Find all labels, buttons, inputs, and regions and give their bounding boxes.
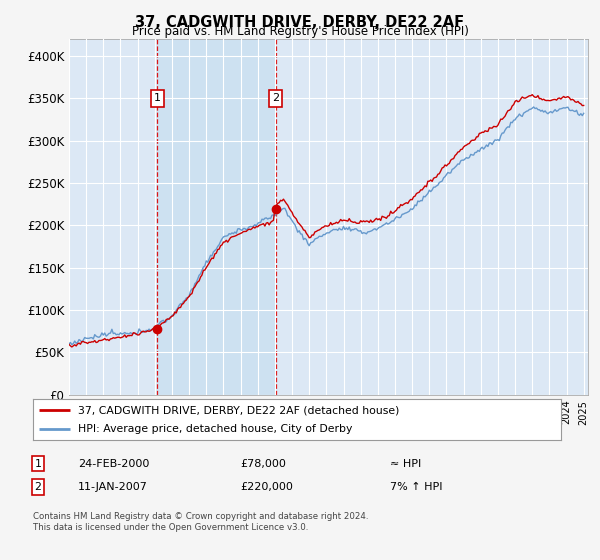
Text: 7% ↑ HPI: 7% ↑ HPI xyxy=(390,482,443,492)
Text: ≈ HPI: ≈ HPI xyxy=(390,459,421,469)
Text: 24-FEB-2000: 24-FEB-2000 xyxy=(78,459,149,469)
Text: HPI: Average price, detached house, City of Derby: HPI: Average price, detached house, City… xyxy=(78,424,352,433)
Text: £78,000: £78,000 xyxy=(240,459,286,469)
Text: Price paid vs. HM Land Registry's House Price Index (HPI): Price paid vs. HM Land Registry's House … xyxy=(131,25,469,38)
Text: 37, CADGWITH DRIVE, DERBY, DE22 2AF: 37, CADGWITH DRIVE, DERBY, DE22 2AF xyxy=(136,15,464,30)
Text: £220,000: £220,000 xyxy=(240,482,293,492)
Text: 1: 1 xyxy=(34,459,41,469)
Text: 2: 2 xyxy=(272,94,279,104)
Text: 37, CADGWITH DRIVE, DERBY, DE22 2AF (detached house): 37, CADGWITH DRIVE, DERBY, DE22 2AF (det… xyxy=(78,405,399,415)
Bar xyxy=(157,39,275,395)
Text: Contains HM Land Registry data © Crown copyright and database right 2024.
This d: Contains HM Land Registry data © Crown c… xyxy=(33,512,368,532)
Text: 1: 1 xyxy=(154,94,161,104)
Text: 11-JAN-2007: 11-JAN-2007 xyxy=(78,482,148,492)
Text: 2: 2 xyxy=(34,482,41,492)
